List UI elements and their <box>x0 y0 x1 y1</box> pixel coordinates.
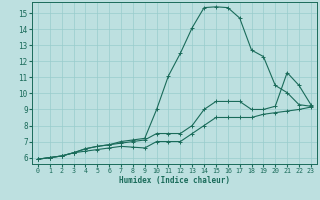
X-axis label: Humidex (Indice chaleur): Humidex (Indice chaleur) <box>119 176 230 185</box>
